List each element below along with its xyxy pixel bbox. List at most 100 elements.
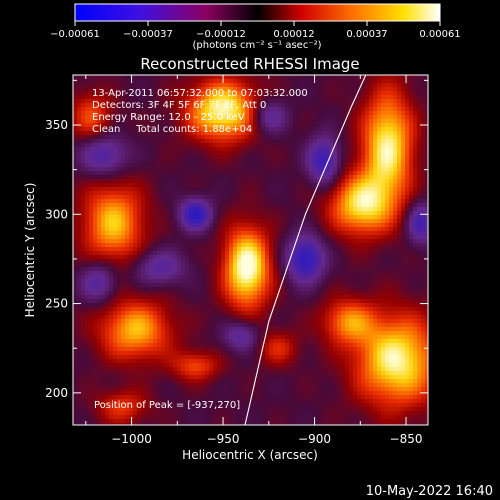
heatmap-cell xyxy=(233,139,237,143)
heatmap-cell xyxy=(405,143,409,147)
heatmap-cell xyxy=(369,171,373,175)
heatmap-cell xyxy=(297,195,301,199)
heatmap-cell xyxy=(373,227,377,231)
heatmap-cell xyxy=(133,127,137,131)
heatmap-cell xyxy=(401,259,405,263)
heatmap-cell xyxy=(261,147,265,151)
heatmap-cell xyxy=(381,223,385,227)
heatmap-cell xyxy=(253,283,257,287)
heatmap-cell xyxy=(369,99,373,103)
heatmap-cell xyxy=(405,191,409,195)
heatmap-cell xyxy=(425,183,428,187)
heatmap-cell xyxy=(321,215,325,219)
heatmap-cell xyxy=(329,75,333,79)
heatmap-cell xyxy=(181,267,185,271)
heatmap-cell xyxy=(197,171,201,175)
heatmap-cell xyxy=(237,159,241,163)
heatmap-cell xyxy=(289,259,293,263)
heatmap-cell xyxy=(241,195,245,199)
heatmap-cell xyxy=(261,231,265,235)
heatmap-cell xyxy=(245,271,249,275)
heatmap-cell xyxy=(81,135,85,139)
heatmap-cell xyxy=(177,79,181,83)
heatmap-cell xyxy=(405,295,409,299)
heatmap-cell xyxy=(169,91,173,95)
heatmap-cell xyxy=(305,243,309,247)
heatmap-cell xyxy=(145,199,149,203)
heatmap-cell xyxy=(105,267,109,271)
heatmap-cell xyxy=(321,283,325,287)
heatmap-cell xyxy=(321,255,325,259)
heatmap-cell xyxy=(413,83,417,87)
heatmap-cell xyxy=(421,75,425,79)
heatmap-cell xyxy=(277,79,281,83)
heatmap-cell xyxy=(73,91,77,95)
heatmap-cell xyxy=(329,115,333,119)
heatmap-cell xyxy=(73,267,77,271)
heatmap-cell xyxy=(377,83,381,87)
heatmap-cell xyxy=(253,251,257,255)
heatmap-cell xyxy=(105,199,109,203)
heatmap-cell xyxy=(313,103,317,107)
heatmap-cell xyxy=(365,247,369,251)
heatmap-cell xyxy=(341,259,345,263)
heatmap-cell xyxy=(265,295,269,299)
heatmap-cell xyxy=(209,147,213,151)
heatmap-cell xyxy=(269,103,273,107)
heatmap-cell xyxy=(185,83,189,87)
heatmap-cell xyxy=(397,275,401,279)
heatmap-cell xyxy=(305,247,309,251)
heatmap-cell xyxy=(301,111,305,115)
heatmap-cell xyxy=(345,83,349,87)
heatmap-cell xyxy=(85,163,89,167)
heatmap-cell xyxy=(365,87,369,91)
heatmap-cell xyxy=(237,167,241,171)
heatmap-cell xyxy=(365,143,369,147)
heatmap-cell xyxy=(309,135,313,139)
heatmap-cell xyxy=(157,235,161,239)
heatmap-cell xyxy=(301,271,305,275)
heatmap-cell xyxy=(77,139,81,143)
heatmap-cell xyxy=(357,119,361,123)
heatmap-cell xyxy=(397,131,401,135)
heatmap-cell xyxy=(409,171,413,175)
heatmap-cell xyxy=(125,151,129,155)
heatmap-cell xyxy=(417,155,421,159)
heatmap-cell xyxy=(161,211,165,215)
heatmap-cell xyxy=(77,127,81,131)
heatmap-cell xyxy=(193,283,197,287)
heatmap-cell xyxy=(173,147,177,151)
heatmap-cell xyxy=(133,135,137,139)
heatmap-cell xyxy=(89,99,93,103)
heatmap-cell xyxy=(229,79,233,83)
heatmap-cell xyxy=(401,203,405,207)
heatmap-cell xyxy=(261,159,265,163)
heatmap-cell xyxy=(161,139,165,143)
heatmap-cell xyxy=(309,287,313,291)
heatmap-cell xyxy=(305,131,309,135)
heatmap-cell xyxy=(269,187,273,191)
heatmap-cell xyxy=(221,103,225,107)
heatmap-cell xyxy=(133,79,137,83)
heatmap-cell xyxy=(417,295,421,299)
heatmap-cell xyxy=(209,219,213,223)
heatmap-cell xyxy=(365,163,369,167)
heatmap-cell xyxy=(233,263,237,267)
heatmap-cell xyxy=(369,275,373,279)
heatmap-cell xyxy=(253,143,257,147)
heatmap-cell xyxy=(365,155,369,159)
heatmap-cell xyxy=(421,247,425,251)
heatmap-cell xyxy=(101,243,105,247)
heatmap-cell xyxy=(161,167,165,171)
heatmap-cell xyxy=(85,139,89,143)
heatmap-cell xyxy=(77,75,81,79)
heatmap-cell xyxy=(341,79,345,83)
heatmap-cell xyxy=(349,223,353,227)
heatmap-cell xyxy=(245,143,249,147)
heatmap-cell xyxy=(213,267,217,271)
heatmap-cell xyxy=(109,211,113,215)
heatmap-cell xyxy=(417,239,421,243)
heatmap-cell xyxy=(393,207,397,211)
heatmap-cell xyxy=(337,211,341,215)
heatmap-cell xyxy=(201,123,205,127)
